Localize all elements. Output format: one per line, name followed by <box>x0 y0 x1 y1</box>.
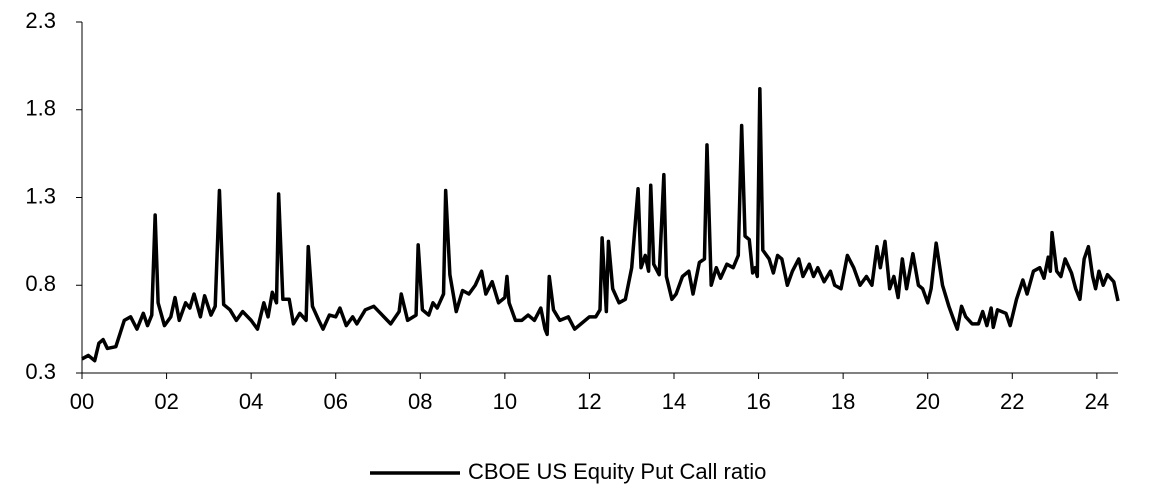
x-tick-label: 22 <box>1000 389 1024 414</box>
x-tick-label: 06 <box>323 389 347 414</box>
data-line <box>81 86 1120 363</box>
x-tick-label: 08 <box>408 389 432 414</box>
x-tick-label: 00 <box>70 389 94 414</box>
x-tick-label: 02 <box>154 389 178 414</box>
x-tick-label: 14 <box>662 389 686 414</box>
legend-label: CBOE US Equity Put Call ratio <box>468 459 766 484</box>
x-tick-label: 04 <box>239 389 263 414</box>
x-tick-label: 18 <box>831 389 855 414</box>
y-tick-label: 0.8 <box>25 271 56 296</box>
x-tick-label: 24 <box>1085 389 1109 414</box>
x-tick-label: 10 <box>493 389 517 414</box>
y-tick-label: 1.8 <box>25 96 56 121</box>
y-tick-label: 1.3 <box>25 183 56 208</box>
y-tick-label: 0.3 <box>25 359 56 384</box>
x-tick-label: 12 <box>577 389 601 414</box>
x-tick-label: 16 <box>746 389 770 414</box>
y-tick-label: 2.3 <box>25 8 56 33</box>
x-tick-label: 20 <box>915 389 939 414</box>
